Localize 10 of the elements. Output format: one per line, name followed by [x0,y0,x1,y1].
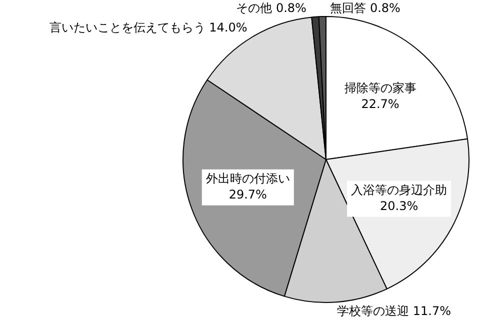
slice-label: 学校等の送迎 11.7% [337,304,451,318]
slice-label: 言いたいことを伝えてもらう 14.0% [49,20,248,34]
data-label: 29.7% [228,187,267,202]
slice-label: 入浴等の身辺介助 [351,182,448,197]
data-label: 20.3% [380,198,418,213]
data-label: 22.7% [361,96,400,111]
slice-label: 掃除等の家事 [344,80,416,95]
slice-label: 無回答 0.8% [330,1,400,16]
slice-label: その他 0.8% [236,1,306,16]
slice-label: 外出時の付添い [206,171,290,186]
